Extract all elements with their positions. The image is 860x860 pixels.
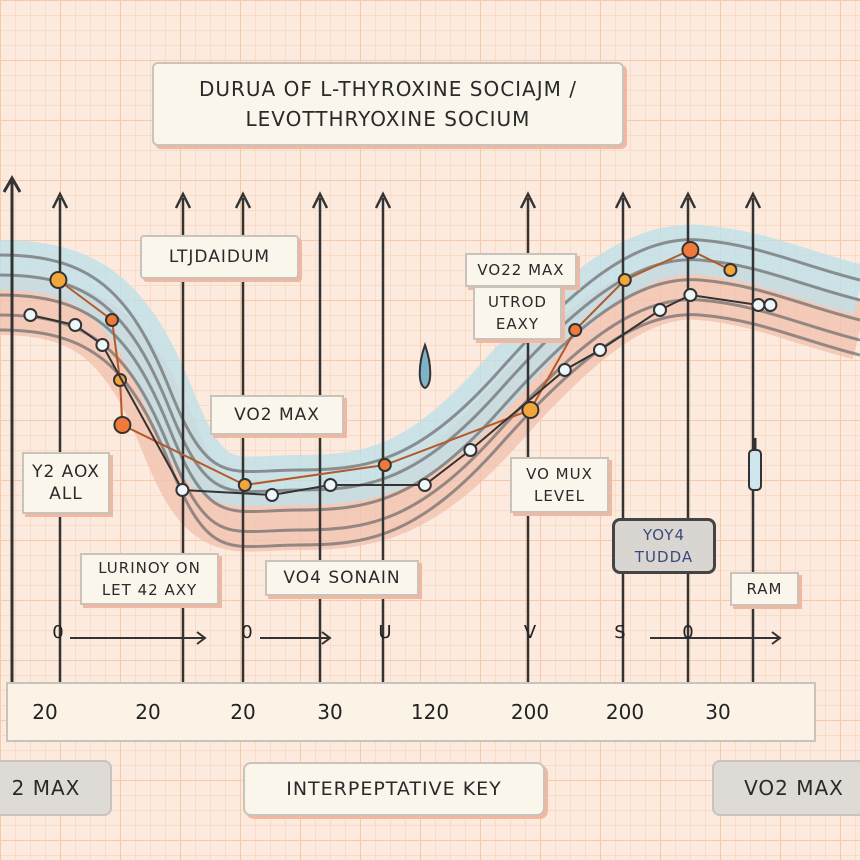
chart-title: DURUA OF L-THYROXINE SOCIAJM / LEVOTTHRY… xyxy=(152,62,624,146)
data-point xyxy=(417,478,432,492)
data-point xyxy=(557,363,572,377)
x-tick-label: 200 xyxy=(605,700,645,724)
annotation-vo4-sonain: VO4 SONAIN xyxy=(265,560,419,596)
marker-3: V xyxy=(523,622,537,643)
x-tick-label: 30 xyxy=(317,700,343,724)
arrow-up-icon xyxy=(744,191,762,209)
marker-0: 0 xyxy=(52,622,64,643)
band-line xyxy=(0,258,860,494)
data-point xyxy=(463,443,478,457)
marker-5: 0 xyxy=(682,622,694,643)
band-line xyxy=(0,313,860,549)
arrow-up-icon xyxy=(234,191,252,209)
data-point xyxy=(68,318,83,332)
data-point xyxy=(377,458,392,472)
arrow-up-icon xyxy=(519,191,537,209)
data-point xyxy=(751,298,766,312)
annotation-ram: RAM xyxy=(730,572,799,606)
droplet-icon xyxy=(418,341,432,390)
data-point xyxy=(95,338,110,352)
data-point xyxy=(265,488,279,502)
annotation-lurinoy: LURINOY ON LET 42 AXY xyxy=(80,553,219,605)
annotation-yoy4: YOY4 TUDDA xyxy=(612,518,716,574)
x-tick-label: 20 xyxy=(32,700,58,724)
data-point xyxy=(237,478,252,492)
arrow-right-icon xyxy=(196,631,207,645)
arrow-up-icon xyxy=(51,191,69,209)
x-tick-label: 200 xyxy=(510,700,550,724)
data-point xyxy=(723,263,738,277)
marker-4: S xyxy=(614,622,626,643)
x-tick-label: 30 xyxy=(705,700,731,724)
data-point xyxy=(323,478,338,492)
data-point xyxy=(105,313,119,327)
x-axis-bar xyxy=(6,682,816,742)
data-point xyxy=(113,416,132,434)
data-point xyxy=(568,323,583,337)
data-point xyxy=(49,271,68,289)
data-point xyxy=(763,298,778,312)
data-point xyxy=(653,303,667,317)
x-tick-label: 20 xyxy=(135,700,161,724)
syringe-icon xyxy=(748,438,762,491)
data-point xyxy=(617,273,632,287)
annotation-vo22-max: VO22 MAX xyxy=(465,253,577,287)
x-tick-label: 20 xyxy=(230,700,256,724)
data-point xyxy=(175,483,190,497)
data-point xyxy=(683,288,698,302)
arrow-up-icon xyxy=(174,191,192,209)
band-line xyxy=(0,278,860,514)
y-axis-arrow-icon xyxy=(2,174,22,193)
annotation-vo2-max: VO2 MAX xyxy=(210,395,344,435)
key-center: INTERPEPTATIVE KEY xyxy=(243,762,545,816)
key-right: VO2 MAX xyxy=(712,760,860,816)
annotation-ltjdaidum: LTJDAIDUM xyxy=(140,235,299,279)
arrow-up-icon xyxy=(679,191,697,209)
data-point xyxy=(681,241,700,259)
data-point xyxy=(23,308,38,322)
annotation-y2-aox: Y2 AOX ALL xyxy=(22,452,110,514)
arrow-right-icon xyxy=(321,631,332,645)
arrow-up-icon xyxy=(374,191,392,209)
annotation-vo-mux: VO MUX LEVEL xyxy=(510,457,609,513)
arrow-up-icon xyxy=(614,191,632,209)
arrow-right-icon xyxy=(771,631,782,645)
key-left: 2 MAX xyxy=(0,760,112,816)
marker-1: 0 xyxy=(241,622,253,643)
x-tick-label: 120 xyxy=(410,700,450,724)
marker-2: U xyxy=(378,622,392,643)
data-point xyxy=(521,401,540,419)
data-point xyxy=(593,343,607,357)
annotation-utrod: UTROD EAXY xyxy=(473,286,562,340)
band-line xyxy=(0,298,860,534)
arrow-up-icon xyxy=(311,191,329,209)
